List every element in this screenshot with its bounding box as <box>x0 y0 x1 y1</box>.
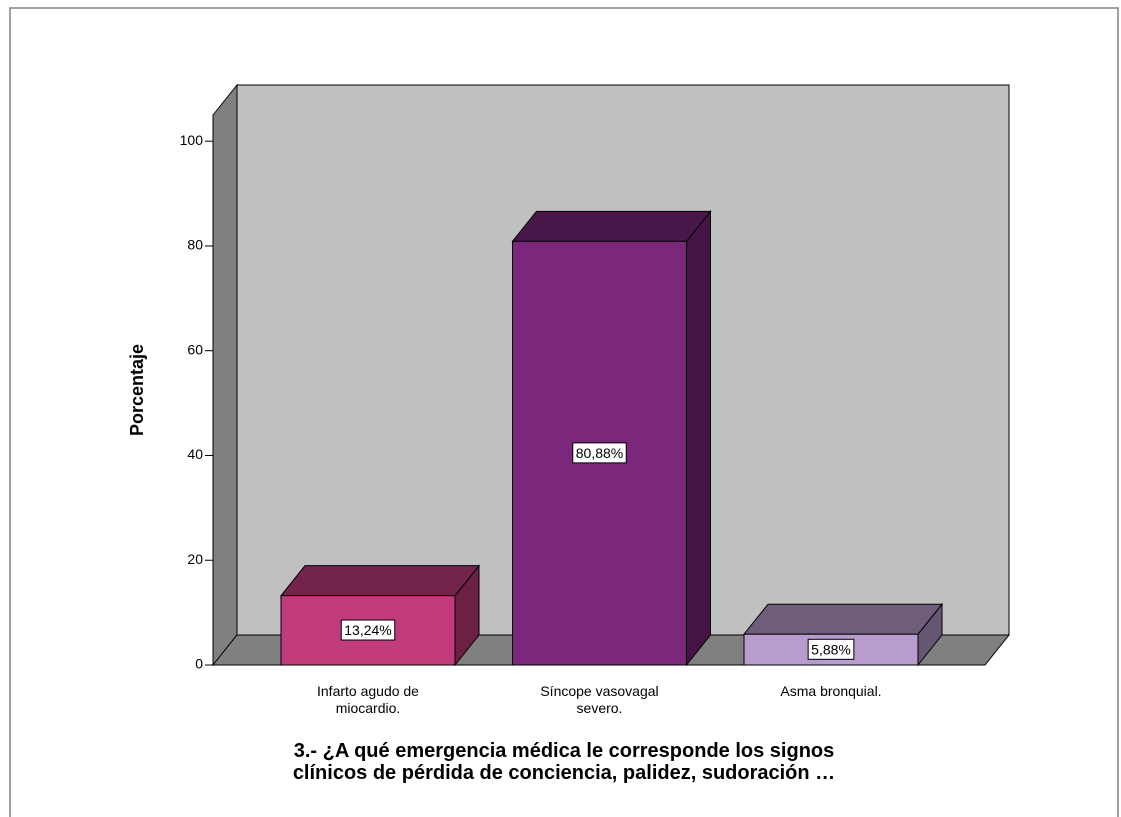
data-label: 80,88% <box>576 445 623 461</box>
x-tick-label: Síncope vasovagal severo. <box>540 683 659 716</box>
y-tick-label: 0 <box>195 656 203 672</box>
y-axis-label: Porcentaje <box>127 344 147 436</box>
y-tick-label: 80 <box>187 237 203 253</box>
side-wall <box>212 83 238 667</box>
bar-top <box>742 603 944 635</box>
chart-title-line: clínicos de pérdida de conciencia, palid… <box>292 762 836 784</box>
data-label: 13,24% <box>344 622 391 638</box>
chart-title-line: 3.- ¿A qué emergencia médica le correspo… <box>293 740 835 762</box>
bar-top <box>279 565 481 597</box>
y-tick-label: 40 <box>187 446 203 462</box>
data-label-box <box>807 638 855 660</box>
bar-side <box>686 209 711 667</box>
y-tick-label: 100 <box>180 132 204 148</box>
y-tick-label: 20 <box>187 551 203 567</box>
data-label: 5,88% <box>811 641 851 657</box>
data-label-box <box>340 619 396 641</box>
y-tick-label: 60 <box>187 341 203 357</box>
data-label-box <box>572 442 627 464</box>
x-tick-label: Asma bronquial. <box>780 683 882 699</box>
x-tick-label: Infarto agudo de miocardio. <box>317 683 419 716</box>
bar-top <box>511 210 712 242</box>
